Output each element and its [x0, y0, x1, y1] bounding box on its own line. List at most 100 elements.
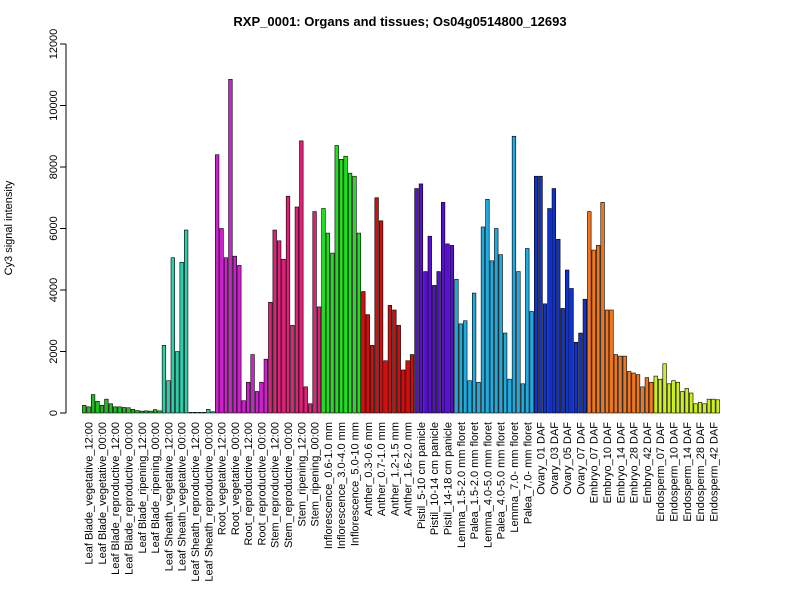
- bar: [591, 249, 596, 414]
- bar: [347, 172, 353, 414]
- bar: [604, 309, 610, 414]
- bar: [250, 354, 255, 414]
- bar: [662, 363, 667, 414]
- bar: [126, 407, 131, 414]
- bar: [697, 401, 703, 414]
- bar: [383, 360, 388, 414]
- bar: [144, 410, 149, 414]
- x-tick-label: Ovary_01 DAF: [536, 422, 548, 495]
- bar: [161, 345, 167, 414]
- bar: [511, 135, 517, 414]
- x-tick-label: Palea_7.0- mm floret: [522, 422, 534, 524]
- bar: [157, 410, 162, 414]
- bar: [596, 245, 601, 414]
- bar: [644, 377, 650, 414]
- x-tick-label: Leaf Sheath_reproductive_00:00: [203, 422, 215, 582]
- bar: [680, 391, 685, 414]
- bar: [440, 202, 446, 414]
- y-tick-label: 2000: [48, 339, 60, 363]
- bar: [396, 325, 401, 414]
- x-tick-label: Inflorescence_3.0-4.0 mm: [336, 422, 348, 549]
- bar: [671, 380, 676, 414]
- bar: [693, 403, 698, 414]
- bar: [711, 398, 716, 414]
- bar: [516, 271, 521, 414]
- x-tick-label: Inflorescence_5.0-10 mm: [349, 422, 361, 546]
- bar: [104, 398, 109, 414]
- chart-title: RXP_0001: Organs and tissues; Os04g05148…: [233, 14, 566, 29]
- bar: [215, 154, 220, 414]
- bar: [658, 378, 663, 414]
- bar: [613, 354, 619, 414]
- bar: [330, 252, 335, 414]
- bar: [223, 257, 229, 414]
- x-tick-label: Stem_reproductive_12:00: [270, 422, 282, 548]
- bar: [259, 381, 264, 414]
- bar: [458, 323, 463, 414]
- bar: [502, 332, 508, 414]
- bar: [374, 197, 379, 414]
- bar: [352, 175, 357, 414]
- x-tick-label: Leaf Blade_ripening_00:00: [150, 422, 162, 554]
- x-tick-label: Palea_1.5-2.0 mm floret: [469, 422, 481, 539]
- bar: [277, 240, 282, 414]
- x-tick-label: Anther_1.2-1.5 mm: [389, 422, 401, 516]
- bar: [308, 403, 313, 414]
- y-tick-label: 12000: [48, 29, 60, 60]
- bar: [108, 403, 113, 414]
- bar: [715, 399, 720, 414]
- x-tick-label: Ovary_05 DAF: [562, 422, 574, 495]
- bar: [525, 248, 530, 414]
- x-tick-label: Endosperm_28 DAF: [695, 422, 707, 522]
- bar: [684, 388, 689, 414]
- x-tick-label: Leaf Blade_reproductive_12:00: [110, 422, 122, 575]
- bar: [113, 406, 118, 414]
- x-tick-label: Embryo_10 DAF: [602, 422, 614, 504]
- bars: [82, 79, 720, 414]
- bar: [587, 211, 592, 414]
- x-tick-label: Endosperm_07 DAF: [655, 422, 667, 522]
- x-tick-label: Lemma_7.0- mm floret: [509, 422, 521, 533]
- y-tick-label: 8000: [48, 155, 60, 179]
- x-tick-label: Ovary_07 DAF: [575, 422, 587, 495]
- bar: [334, 145, 339, 414]
- bar: [268, 301, 273, 414]
- bar: [299, 140, 304, 414]
- y-tick-label: 0: [48, 410, 60, 416]
- x-tick-label: Anther_0.7-1.0 mm: [376, 422, 388, 516]
- y-axis: 0 2000 4000 6000 8000 10000 12000: [48, 29, 67, 416]
- bar: [480, 226, 486, 414]
- x-tick-label: Leaf Blade_vegetative_12:00: [84, 422, 96, 565]
- bar: [423, 271, 428, 414]
- x-tick-label: Embryo_14 DAF: [615, 422, 627, 504]
- bar: [356, 232, 362, 414]
- x-tick-label: Leaf Sheath_reproductive_12:00: [190, 422, 202, 582]
- bar: [254, 391, 260, 414]
- x-tick-label: Anther_0.3-0.6 mm: [363, 422, 375, 516]
- bar: [520, 383, 525, 414]
- bar: [95, 401, 100, 414]
- bar: [117, 406, 122, 414]
- bar: [489, 260, 494, 414]
- bar: [192, 412, 198, 414]
- x-tick-label: Embryo_28 DAF: [629, 422, 641, 504]
- bar: [148, 410, 153, 414]
- bar: [529, 311, 534, 414]
- bar: [534, 175, 539, 414]
- x-tick-label: Palea_4.0-5.0 mm floret: [496, 422, 508, 539]
- x-tick-label: Pistil_14-18 cm panicle: [443, 422, 455, 535]
- x-tick-label: Endosperm_42 DAF: [708, 422, 720, 522]
- bar: [560, 308, 565, 414]
- bar: [99, 405, 105, 414]
- bar: [135, 410, 140, 414]
- bar: [449, 245, 455, 414]
- bar: [565, 269, 570, 414]
- bar: [418, 183, 424, 414]
- bar: [556, 238, 561, 414]
- bar: [201, 412, 206, 414]
- bar: [392, 309, 397, 414]
- bar: [547, 208, 552, 414]
- bar: [210, 411, 215, 414]
- bar: [241, 400, 246, 414]
- bar: [618, 355, 623, 414]
